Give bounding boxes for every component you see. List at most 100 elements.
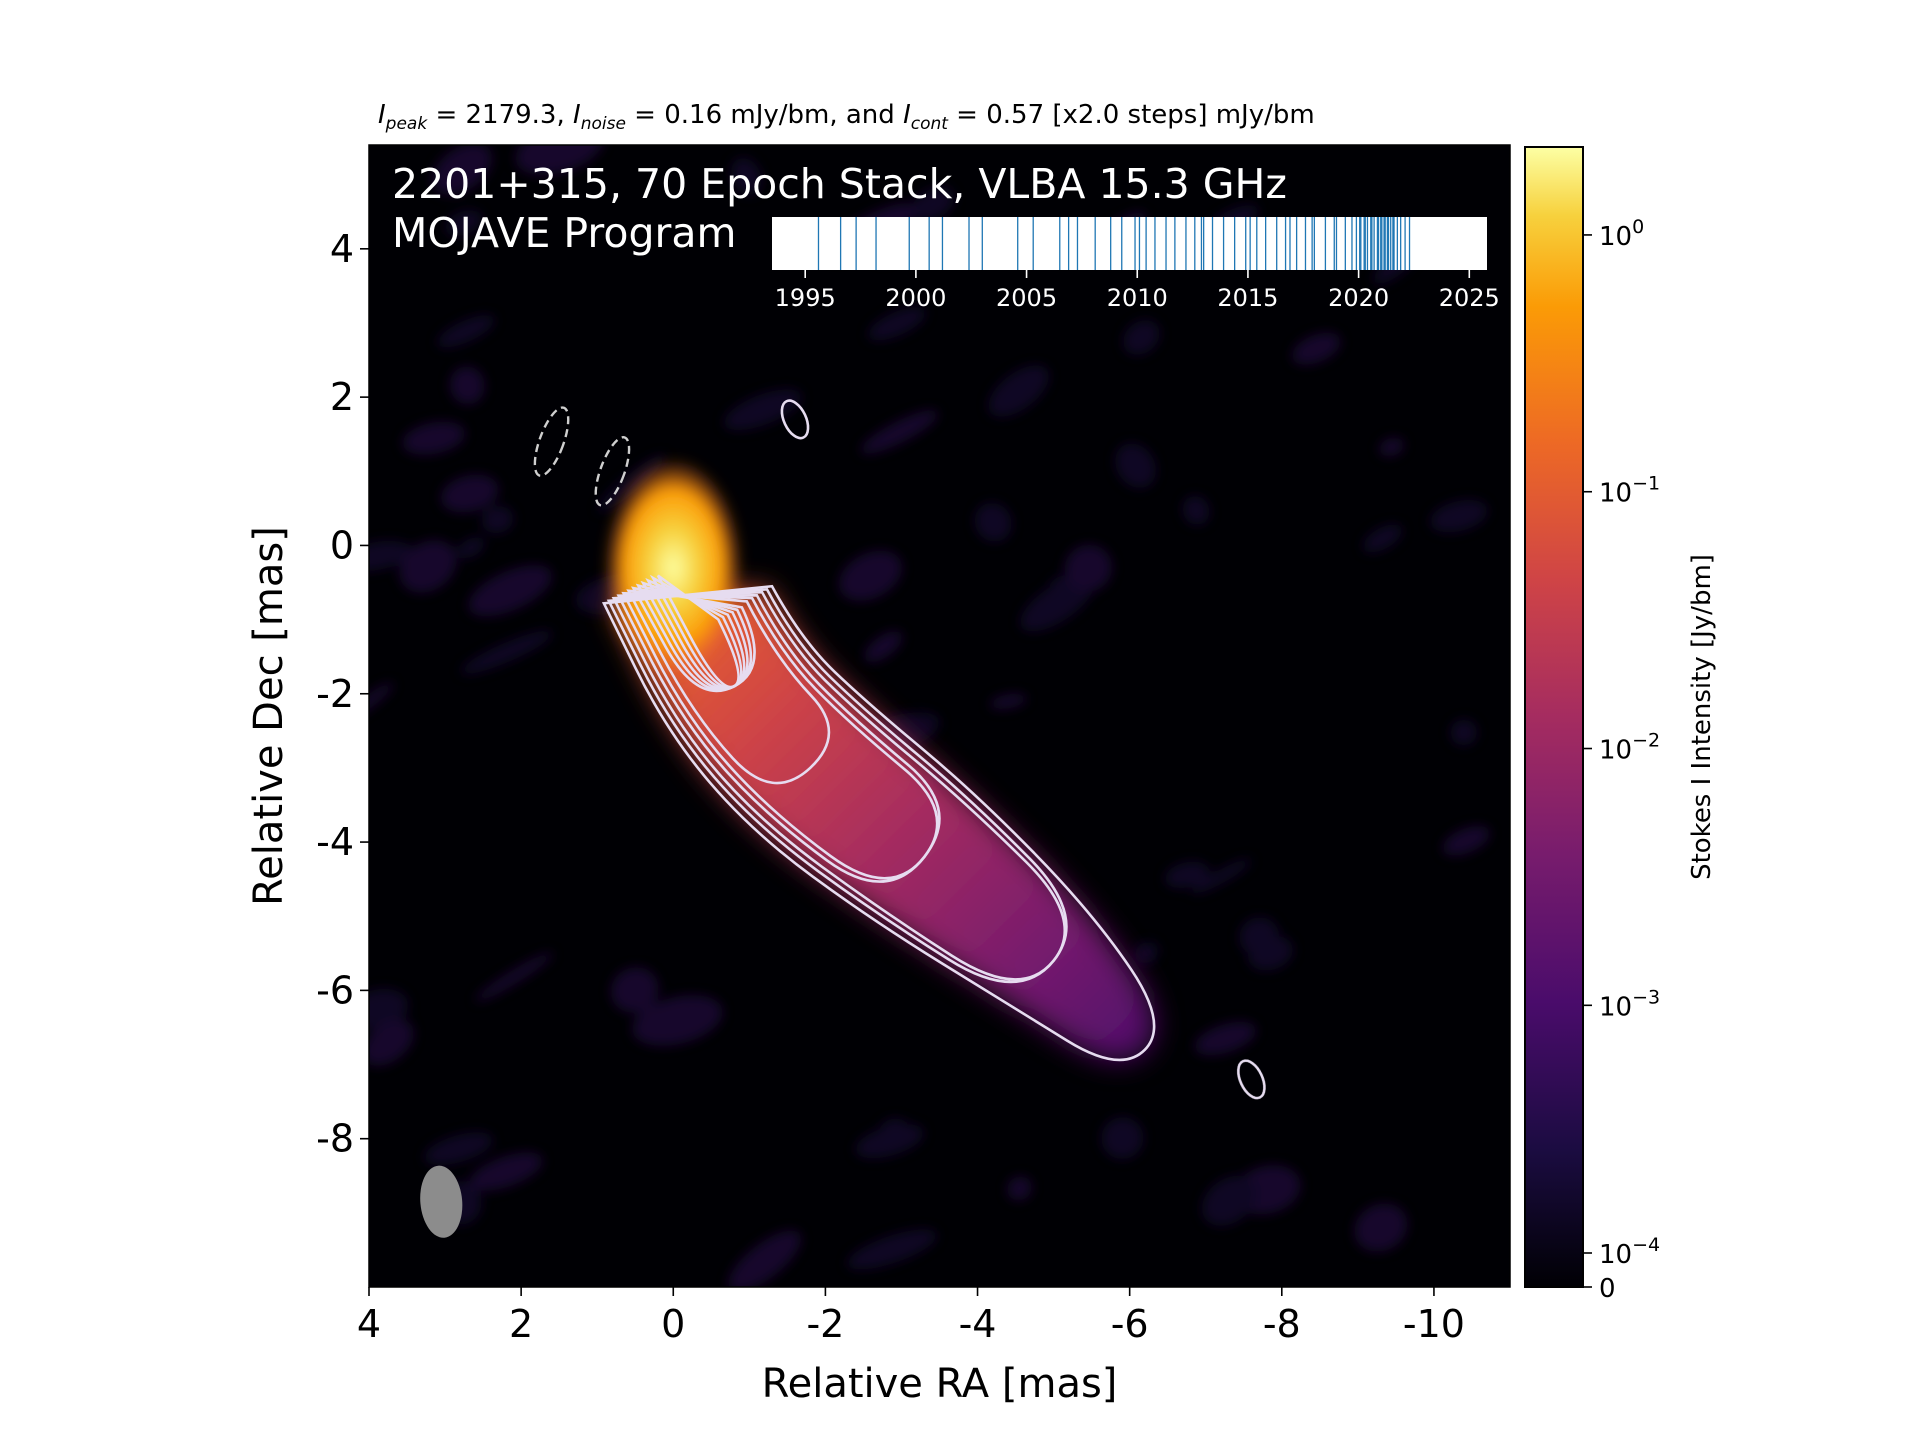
noise-blob (1201, 1175, 1257, 1226)
noise-blob (1378, 437, 1405, 457)
noise-blob (1442, 825, 1491, 856)
noise-blob (723, 389, 802, 431)
source-title: 2201+315, 70 Epoch Stack, VLBA 15.3 GHz (392, 160, 1287, 208)
noise-blob (632, 995, 723, 1046)
timeline-tick-label: 2015 (1217, 284, 1278, 312)
noise-blob (460, 630, 553, 675)
contour-level (621, 591, 939, 880)
noise-blob (1134, 941, 1159, 964)
noise-blob (1182, 495, 1210, 526)
epoch-timeline: 1995 2000 2005 2010 2015 2020 2025 (772, 217, 1500, 312)
isolated-contour (780, 399, 810, 440)
noise-blob (469, 1152, 543, 1191)
x-tick-label: 0 (661, 1302, 685, 1346)
colorbar-gradient (1524, 146, 1584, 1288)
noise-blob (369, 1019, 414, 1066)
noise-blob (730, 157, 762, 196)
timeline-tick-label: 2005 (996, 284, 1057, 312)
contour-level (616, 593, 941, 883)
contour-level (645, 577, 746, 690)
image-panel (368, 144, 1511, 1288)
noise-symbol: I (573, 100, 581, 130)
noise-blob (1115, 443, 1156, 489)
contour-level (640, 580, 749, 691)
noise-blob (437, 315, 495, 348)
noise-blob (402, 421, 466, 455)
contour-level (656, 574, 740, 689)
timeline-tick-label: 2010 (1107, 284, 1168, 312)
noise-blob (1101, 1117, 1144, 1160)
noise-blob (1430, 499, 1488, 533)
contour-level (601, 584, 1156, 1062)
noise-blob (399, 540, 457, 593)
negative-contour (533, 406, 570, 477)
timeline-epoch-marks (817, 217, 1411, 270)
negative-contour (594, 436, 631, 507)
noise-blob (1291, 332, 1341, 365)
noise-blob (989, 693, 1028, 710)
colorbar-ticks: 100 10−1 10−2 10−3 10−4 0 (1583, 216, 1660, 1304)
intensity-contours (601, 399, 1266, 1100)
negative-contours (533, 406, 631, 507)
colorbar-tick-label: 10−2 (1599, 730, 1660, 766)
noise-blob (847, 1229, 938, 1270)
program-title: MOJAVE Program (392, 209, 737, 257)
noise-blob (1064, 544, 1113, 592)
noise-blob (432, 145, 493, 195)
x-tick-label: -10 (1403, 1302, 1465, 1346)
image-background (369, 145, 1510, 1287)
colorbar-tick-label: 10−1 (1599, 473, 1660, 509)
noise-blob (911, 187, 955, 222)
noise-blob (1007, 1176, 1032, 1201)
noise-blob (974, 502, 1012, 542)
noise-blob (369, 988, 409, 1029)
y-tick-label: 2 (330, 375, 354, 419)
noise-blob (1362, 524, 1403, 553)
contour-symbol: I (903, 100, 911, 130)
noise-blob (610, 967, 659, 1013)
noise-blob (988, 365, 1049, 417)
noise-blob (860, 410, 939, 454)
y-axis-label: Relative Dec [mas] (246, 526, 292, 906)
contour-level (606, 587, 1068, 984)
noise-blob (515, 145, 604, 176)
colorbar: 100 10−1 10−2 10−3 10−4 0 Stokes I Intensity … (1524, 146, 1717, 1304)
colorbar-tick-label: 0 (1599, 1274, 1616, 1304)
colorbar-tick-label: 10−4 (1599, 1234, 1660, 1270)
noise-blob (728, 1230, 802, 1287)
contour-level (630, 586, 756, 693)
image-statistics: Ipeak = 2179.3, Inoise = 0.16 mJy/bm, an… (378, 100, 1315, 134)
noise-subscript: noise (580, 114, 626, 135)
colorbar-tick-label: 10−3 (1599, 986, 1660, 1022)
y-tick-label: 0 (330, 523, 354, 567)
contour-value: = 0.57 [x2.0 steps] mJy/bm (947, 100, 1315, 130)
noise-blob (440, 474, 499, 513)
contour-level (626, 589, 831, 785)
noise-blob (474, 952, 554, 1002)
y-tick-label: -2 (316, 672, 354, 716)
noise-blob (449, 366, 485, 405)
noise-blob (424, 1132, 493, 1166)
noise-blob (1239, 917, 1280, 956)
noise-blob (457, 537, 485, 559)
peak-value: = 2179.3, (427, 100, 574, 130)
contour-level (635, 583, 753, 692)
isolated-contour (1237, 1059, 1266, 1100)
noise-blob (369, 540, 412, 571)
timeline-tick-label: 2025 (1439, 284, 1500, 312)
contour-subscript: cont (910, 114, 948, 135)
jet-emission (611, 589, 1155, 1061)
x-tick-label: -4 (959, 1302, 997, 1346)
x-axis-label: Relative RA [mas] (762, 1361, 1118, 1407)
x-axis: 4 2 0 -2 -4 -6 -8 -10 (357, 1287, 1465, 1346)
noise-blob (1450, 719, 1478, 746)
noise-blob (1123, 320, 1160, 355)
noise-blob (864, 631, 903, 663)
peak-subscript: peak (385, 114, 428, 135)
peak-symbol: I (378, 100, 386, 130)
x-tick-label: -6 (1111, 1302, 1149, 1346)
noise-blob (1020, 576, 1094, 632)
y-tick-label: -8 (316, 1117, 354, 1161)
noise-blob (1194, 1021, 1257, 1056)
